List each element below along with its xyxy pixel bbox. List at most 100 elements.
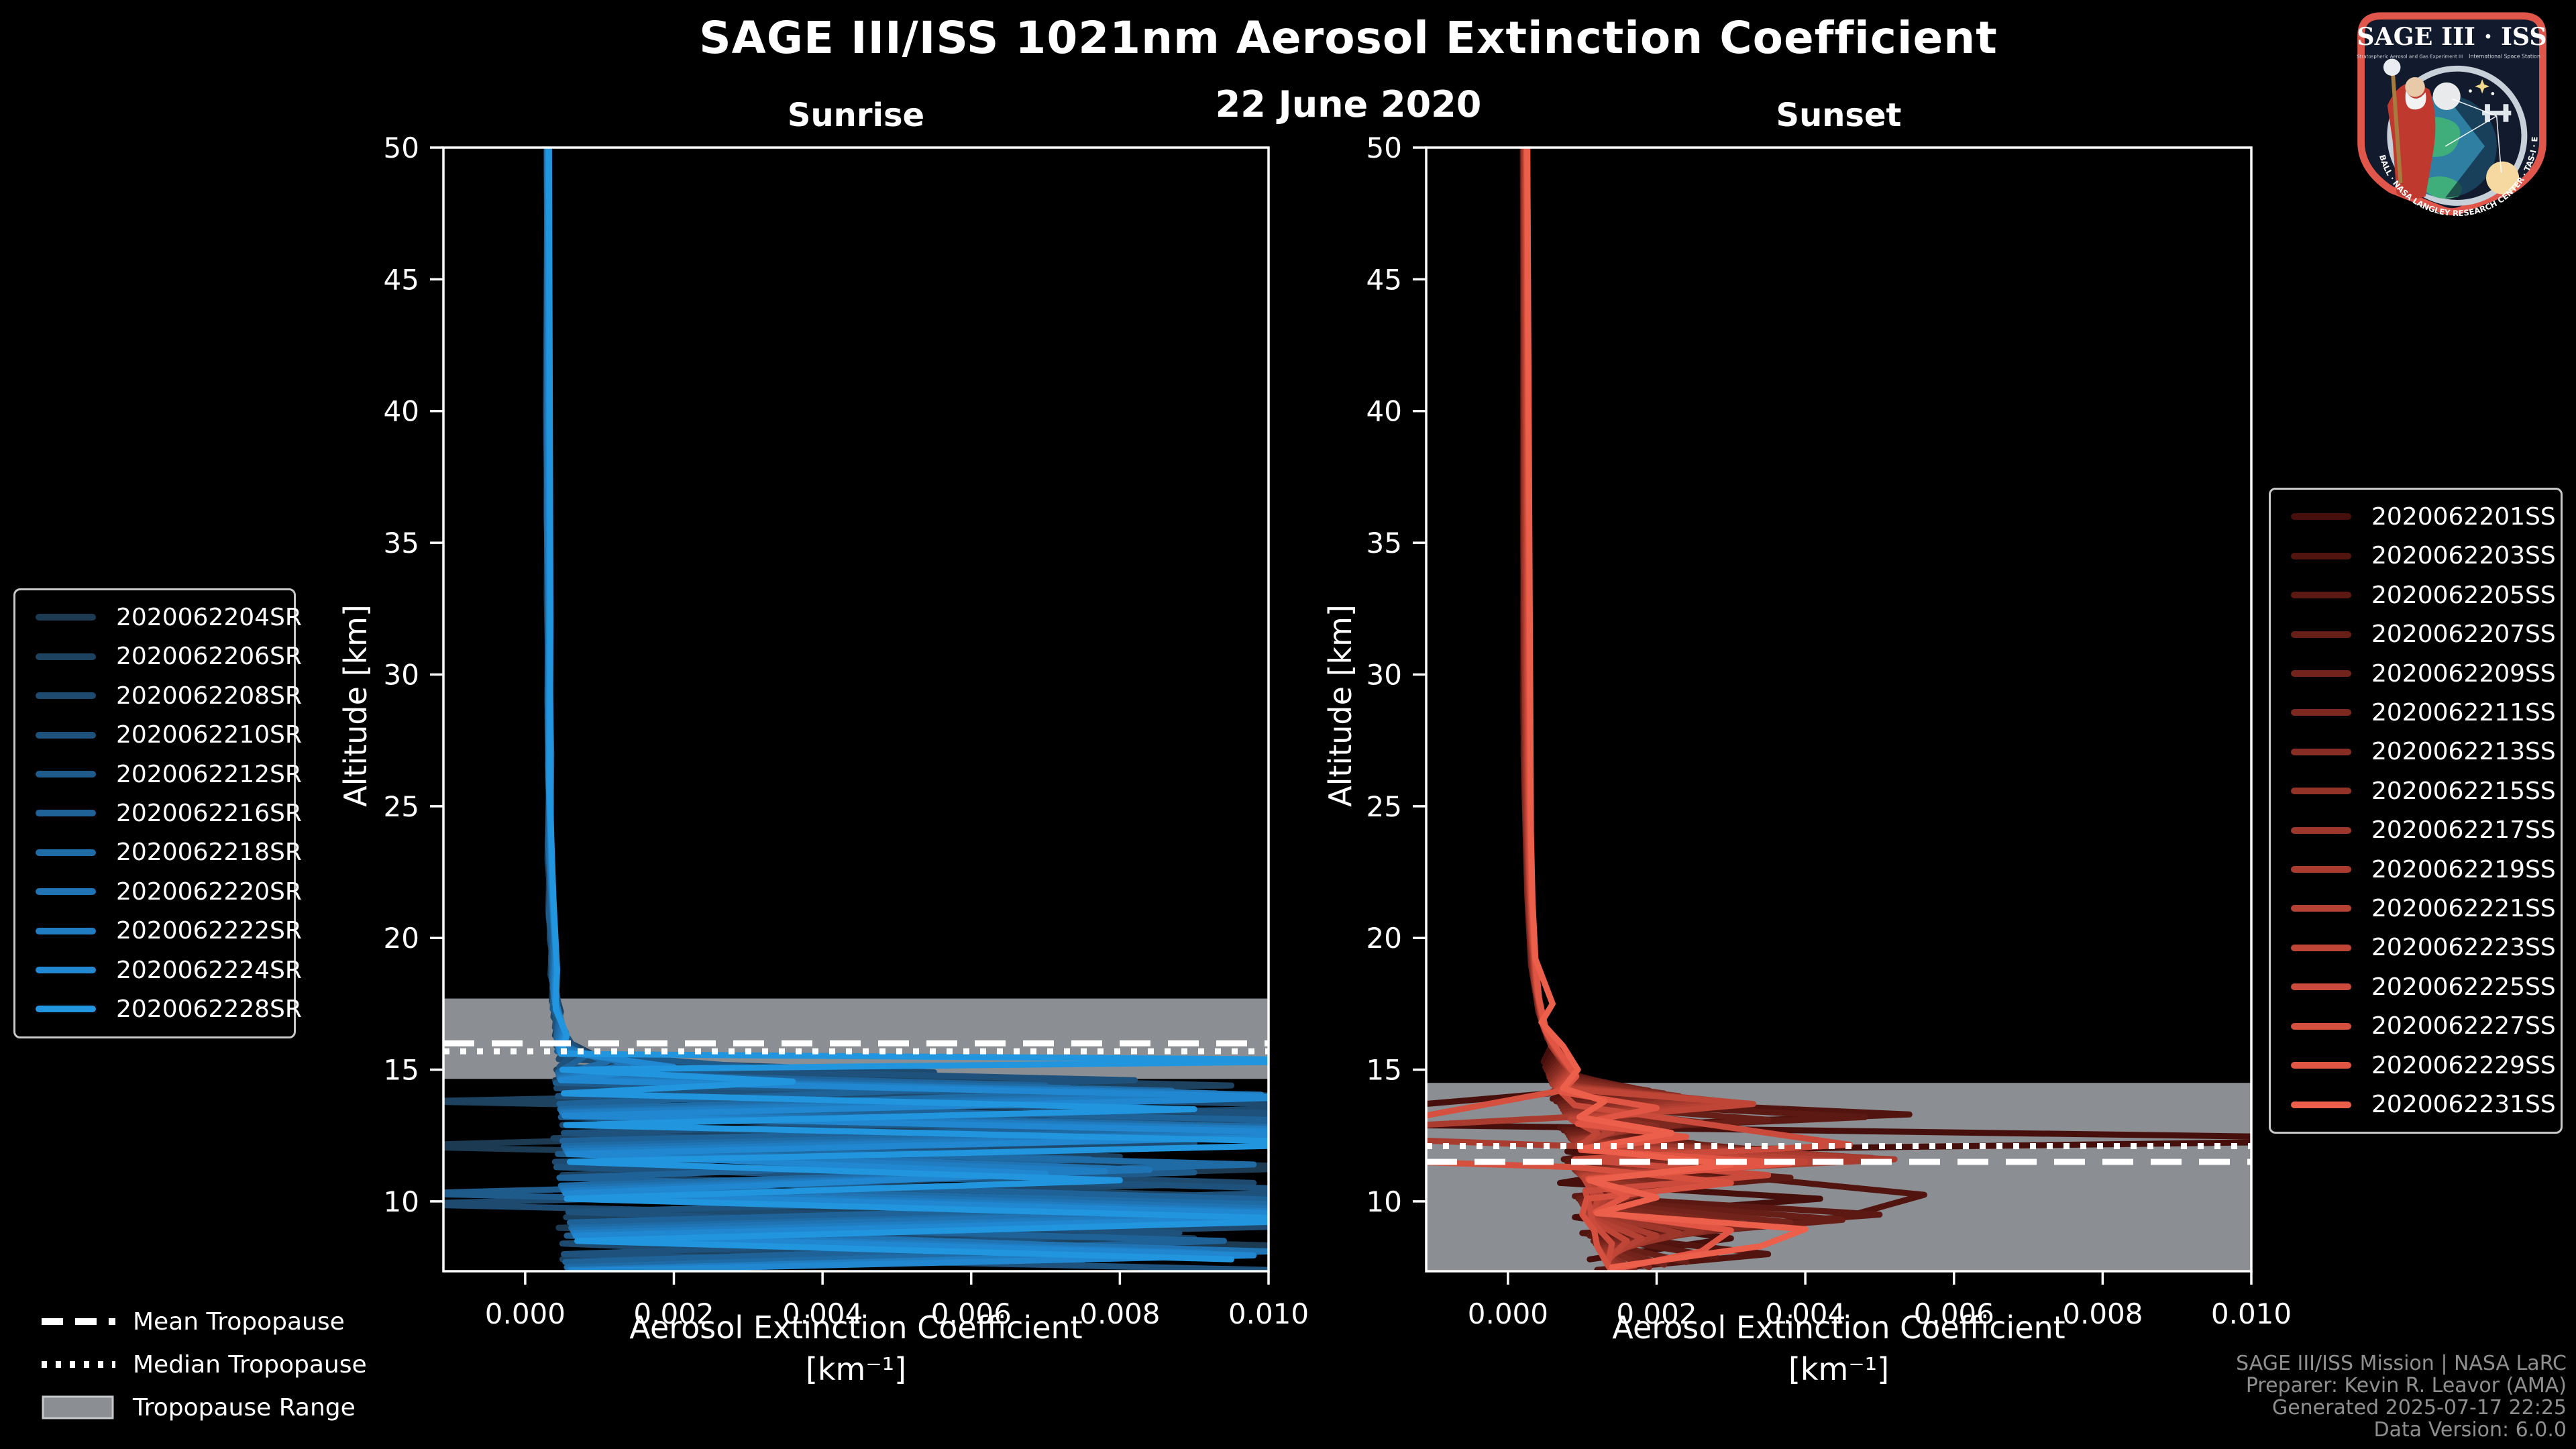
legend-item-label: 2020062229SS — [2371, 1051, 2556, 1079]
legend-item-label: 2020062231SS — [2371, 1091, 2556, 1118]
legend-line-swatch — [36, 849, 96, 856]
legend-line-swatch — [36, 731, 96, 739]
y-tick-label: 20 — [384, 922, 419, 955]
sunrise-x-axis-label-text: Aerosol Extinction Coefficient — [629, 1309, 1083, 1346]
tropopause-legend-item: Mean Tropopause — [20, 1307, 367, 1336]
x-tick-label: 0.006 — [931, 1297, 1012, 1330]
sunset-plot-area — [1426, 148, 2251, 1271]
sunrise-y-axis-label: Altitude [km] — [337, 604, 374, 807]
legend-item: 2020062227SS — [2271, 1008, 2561, 1045]
legend-item-label: 2020062220SR — [116, 877, 302, 906]
legend-item: 2020062212SR — [15, 755, 302, 793]
legend-item: 2020062222SR — [15, 912, 302, 950]
legend-item: 2020062207SS — [2271, 616, 2561, 653]
x-tick-label: 0.002 — [1616, 1297, 1697, 1330]
legend-item-label: 2020062208SR — [116, 682, 302, 710]
sunset-x-axis-label: Aerosol Extinction Coefficient [km⁻¹] — [1426, 1307, 2251, 1390]
legend-line-swatch — [2291, 552, 2351, 559]
x-tick-label: 0.010 — [1228, 1297, 1309, 1330]
legend-item-label: 2020062221SS — [2371, 894, 2556, 922]
legend-line-swatch — [2291, 592, 2351, 599]
mission-patch-logo: SAGE III · ISS Stratospheric Aerosol and… — [2347, 7, 2547, 217]
legend-line-swatch — [36, 967, 96, 974]
patch-subtitle-right: International Space Station — [2469, 54, 2540, 60]
y-tick-label: 25 — [384, 790, 419, 823]
legend-item-label: 2020062212SR — [116, 760, 302, 788]
plot-frame — [442, 146, 1270, 1273]
y-tick-label: 35 — [384, 527, 419, 559]
profile-line-2020062228SR — [545, 148, 1269, 1263]
y-tick-label: 50 — [1366, 131, 1402, 164]
patch-stars — [2469, 78, 2495, 95]
patch-moon — [2432, 82, 2461, 111]
x-tick-label: 0.008 — [2062, 1297, 2143, 1330]
profile-line-2020062231SS — [1524, 148, 1809, 1271]
sunrise-x-axis-units: [km⁻¹] — [805, 1351, 907, 1387]
legend-item: 2020062203SS — [2271, 537, 2561, 575]
tropopause-legend: Mean Tropopause Median Tropopause Tropopau… — [20, 1307, 367, 1422]
legend-item: 2020062206SR — [15, 638, 302, 676]
legend-line-swatch — [2291, 631, 2351, 638]
x-tick-label: 0.008 — [1079, 1297, 1160, 1330]
sunrise-plot-area — [443, 148, 1269, 1271]
legend-item-label: 2020062222SR — [116, 917, 302, 945]
legend-item-label: 2020062209SS — [2371, 659, 2556, 688]
legend-line-swatch — [36, 888, 96, 896]
tropopause-legend-item: Tropopause Range — [20, 1393, 367, 1422]
legend-item: 2020062204SR — [15, 598, 302, 636]
legend-item: 2020062208SR — [15, 677, 302, 714]
sunset-panel-title: Sunset — [1776, 97, 1902, 134]
x-tick-label: 0.004 — [1765, 1297, 1845, 1330]
y-tick-label: 45 — [1366, 263, 1402, 296]
legend-line-swatch — [2291, 1022, 2351, 1030]
sunset-x-axis-label-text: Aerosol Extinction Coefficient — [1612, 1309, 2065, 1346]
x-tick-label: 0.000 — [1468, 1297, 1548, 1330]
legend-item: 2020062211SS — [2271, 694, 2561, 731]
y-tick-label: 15 — [384, 1054, 419, 1087]
patch-title: SAGE III · ISS — [2357, 22, 2546, 51]
patch-sun — [2486, 161, 2520, 195]
legend-item: 2020062215SS — [2271, 772, 2561, 810]
sunrise-plot: 0.000 0.002 0.004 0.006 0.008 0.010 10 15 20 25 30… — [384, 131, 1309, 1330]
legend-item: 2020062217SS — [2271, 812, 2561, 849]
sunset-plot: 0.000 0.002 0.004 0.006 0.008 0.010 10 15 20 25 30… — [1366, 131, 2292, 1330]
patch-observation-beams — [2445, 98, 2502, 173]
y-tick-label: 20 — [1366, 922, 1402, 955]
y-tick-label: 40 — [384, 395, 419, 428]
legend-line-swatch — [36, 927, 96, 934]
legend-line-swatch — [2291, 944, 2351, 951]
legend-item-label: 2020062206SR — [116, 643, 302, 671]
sunset-x-axis-units: [km⁻¹] — [1788, 1351, 1890, 1387]
legend-item: 2020062219SS — [2271, 851, 2561, 888]
legend-item: 2020062218SR — [15, 834, 302, 871]
legend-item-label: 2020062218SR — [116, 839, 302, 867]
credits-generated: Generated 2025-07-17 22:25 — [2271, 1396, 2567, 1419]
dashed-swatch — [42, 1318, 115, 1325]
legend-line-swatch — [2291, 866, 2351, 873]
legend-line-swatch — [36, 1006, 96, 1013]
legend-item-label: 2020062201SS — [2371, 502, 2556, 531]
page-title: SAGE III/ISS 1021nm Aerosol Extinction C… — [699, 12, 1998, 64]
legend-item: 2020062225SS — [2271, 968, 2561, 1006]
legend-item-label: 2020062213SS — [2371, 738, 2556, 766]
patch-ring — [2387, 65, 2528, 206]
patch-terminator-shadow — [2445, 95, 2497, 198]
x-tick-label: 0.002 — [633, 1297, 714, 1330]
legend-item: 2020062221SS — [2271, 890, 2561, 927]
legend-line-swatch — [36, 771, 96, 778]
legend-item-label: 2020062204SR — [116, 603, 302, 631]
legend-item-label: 2020062225SS — [2371, 973, 2556, 1001]
y-tick-label: 10 — [384, 1185, 419, 1218]
dotted-swatch — [42, 1361, 115, 1368]
sunset-legend: 2020062201SS 2020062203SS 2020062205SS 2020… — [2269, 488, 2563, 1134]
x-tick-label: 0.010 — [2211, 1297, 2292, 1330]
tropopause-legend-label: Tropopause Range — [133, 1393, 356, 1421]
sunrise-x-axis-label: Aerosol Extinction Coefficient [km⁻¹] — [443, 1307, 1269, 1390]
legend-item-label: 2020062216SR — [116, 799, 302, 827]
legend-item: 2020062231SS — [2271, 1086, 2561, 1124]
legend-item: 2020062216SR — [15, 794, 302, 832]
y-tick-label: 10 — [1366, 1185, 1402, 1218]
credits-block: SAGE III/ISS Mission | NASA LaRC Prepare… — [1963, 1352, 2567, 1441]
legend-item-label: 2020062217SS — [2371, 816, 2556, 845]
x-tick-label: 0.004 — [782, 1297, 863, 1330]
